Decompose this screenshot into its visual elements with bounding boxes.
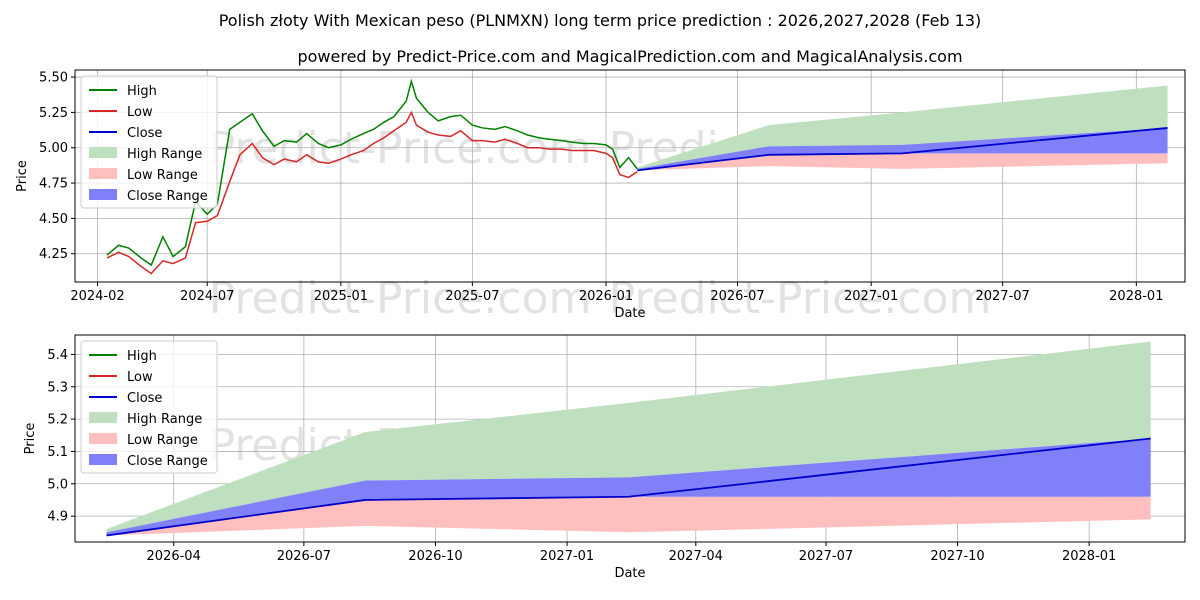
x-tick-label: 2027-01 bbox=[844, 289, 898, 304]
low-range-area bbox=[106, 496, 1151, 536]
x-tick-label: 2024-07 bbox=[180, 289, 234, 304]
chart-subtitle: powered by Predict-Price.com and Magical… bbox=[297, 47, 962, 66]
y-tick-label: 4.75 bbox=[39, 177, 68, 192]
close-forecast-line bbox=[637, 127, 1168, 172]
x-tick-label: 2026-04 bbox=[147, 549, 201, 564]
legend-swatch bbox=[89, 147, 117, 158]
legend-label: High Range bbox=[127, 147, 202, 162]
low-series-line bbox=[106, 110, 638, 275]
x-tick-label: 2025-07 bbox=[445, 289, 499, 304]
chart-title: Polish złoty With Mexican peso (PLNMXN) … bbox=[219, 11, 982, 30]
x-tick-label: 2027-07 bbox=[975, 289, 1029, 304]
legend-swatch bbox=[89, 168, 117, 179]
x-tick-label: 2026-10 bbox=[408, 549, 462, 564]
legend-label: Low bbox=[127, 370, 153, 385]
legend-label: Close bbox=[127, 126, 162, 141]
legend-label: Low bbox=[127, 105, 153, 120]
legend: High Low Close High Range Low Range Close Ran… bbox=[80, 340, 218, 474]
y-tick-label: 4.25 bbox=[39, 247, 68, 262]
legend-label: High bbox=[127, 349, 157, 364]
y-axis-label: Price bbox=[15, 160, 30, 192]
y-tick-label: 4.50 bbox=[39, 212, 68, 227]
y-tick-label: 5.0 bbox=[47, 477, 68, 492]
plot-frame bbox=[74, 69, 1186, 283]
x-tick-label: 2024-02 bbox=[70, 289, 124, 304]
legend-swatch bbox=[89, 189, 117, 200]
low-range-area bbox=[637, 153, 1168, 171]
legend-label: High Range bbox=[127, 412, 202, 427]
legend-label: High bbox=[127, 84, 157, 99]
legend-label: Close Range bbox=[127, 454, 208, 469]
legend-label: Low Range bbox=[127, 168, 198, 183]
legend-label: Low Range bbox=[127, 433, 198, 448]
plot-frame bbox=[74, 334, 1186, 543]
legend-label: Close Range bbox=[127, 189, 208, 204]
x-axis-label: Date bbox=[614, 306, 645, 321]
high-range-area bbox=[637, 85, 1168, 169]
y-tick-label: 5.3 bbox=[47, 380, 68, 395]
x-tick-label: 2028-01 bbox=[1109, 289, 1163, 304]
x-tick-label: 2026-07 bbox=[710, 289, 764, 304]
x-tick-label: 2026-07 bbox=[277, 549, 331, 564]
y-axis-label: Price bbox=[23, 423, 38, 455]
legend-swatch bbox=[89, 454, 117, 465]
x-tick-label: 2027-07 bbox=[799, 549, 853, 564]
y-tick-label: 4.9 bbox=[47, 510, 68, 525]
close-forecast-line bbox=[106, 437, 1151, 537]
legend-swatch bbox=[89, 433, 117, 444]
y-tick-label: 5.1 bbox=[47, 445, 68, 460]
x-axis-label: Date bbox=[614, 566, 645, 581]
x-tick-label: 2025-01 bbox=[314, 289, 368, 304]
legend-swatch bbox=[89, 412, 117, 423]
watermark-text: Predict-Price.com bbox=[209, 273, 592, 324]
bottom-chart-panel: Predict-Price.comPredict-Price.com2026-0… bbox=[23, 334, 1186, 581]
x-tick-label: 2027-04 bbox=[669, 549, 723, 564]
x-tick-label: 2026-01 bbox=[579, 289, 633, 304]
y-tick-label: 5.25 bbox=[39, 106, 68, 121]
watermark-text: Predict-Price.com bbox=[209, 123, 592, 174]
x-tick-label: 2027-10 bbox=[930, 549, 984, 564]
watermark-text: Predict-Price.com bbox=[609, 273, 992, 324]
y-tick-label: 5.50 bbox=[39, 71, 68, 86]
x-tick-label: 2028-01 bbox=[1062, 549, 1116, 564]
close-range-area bbox=[106, 438, 1151, 536]
legend: High Low Close High Range Low Range Close Ran… bbox=[80, 75, 218, 209]
close-range-area bbox=[637, 127, 1168, 171]
y-tick-label: 5.4 bbox=[47, 348, 68, 363]
x-tick-label: 2027-01 bbox=[540, 549, 594, 564]
legend-label: Close bbox=[127, 391, 162, 406]
y-tick-label: 5.00 bbox=[39, 141, 68, 156]
y-tick-label: 5.2 bbox=[47, 413, 68, 428]
top-chart-panel: Predict-Price.com Predict-Price.com Predic… bbox=[15, 69, 1186, 324]
high-range-area bbox=[106, 341, 1151, 533]
